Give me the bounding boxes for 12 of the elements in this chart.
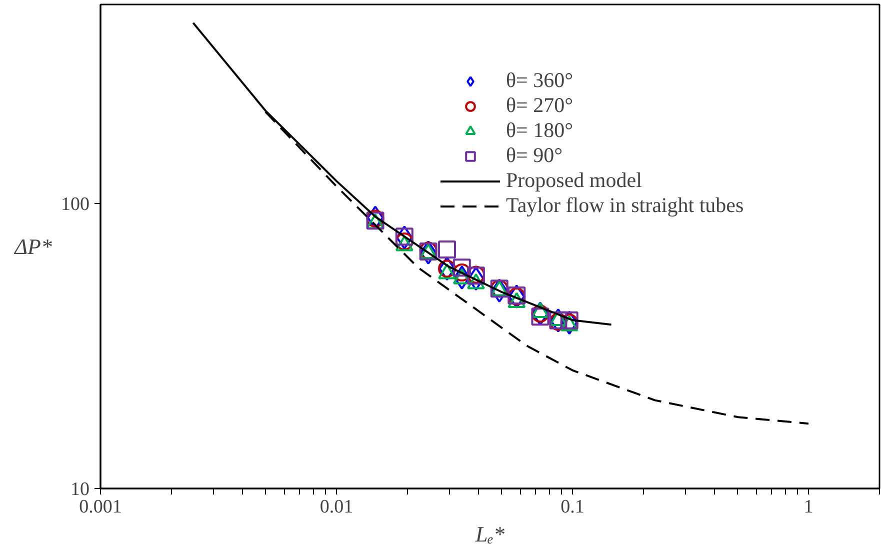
x-tick-label: 0.1: [560, 496, 584, 518]
y-axis-title: ΔP*: [14, 234, 52, 259]
y-tick-label: 100: [61, 194, 90, 216]
legend-label: Taylor flow in straight tubes: [506, 193, 744, 218]
x-axis-title: Lₑ*: [474, 522, 505, 546]
legend-label: θ= 270°: [506, 93, 574, 118]
x-tick-label: 1: [804, 496, 814, 518]
legend-label: θ= 360°: [506, 68, 574, 93]
legend-label: Proposed model: [506, 168, 642, 193]
legend-label: θ= 180°: [506, 118, 574, 143]
legend-label: θ= 90°: [506, 143, 563, 168]
x-tick-label: 0.01: [320, 496, 354, 518]
